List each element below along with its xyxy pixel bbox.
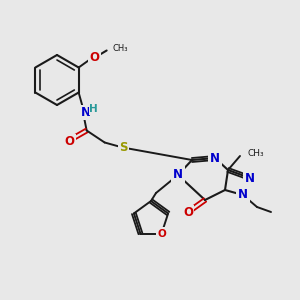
Text: N: N xyxy=(173,169,183,182)
Text: CH₃: CH₃ xyxy=(113,44,128,53)
Text: CH₃: CH₃ xyxy=(248,148,265,158)
Text: O: O xyxy=(65,135,75,148)
Text: O: O xyxy=(183,206,193,220)
Text: O: O xyxy=(157,229,166,238)
Text: S: S xyxy=(119,141,128,154)
Text: N: N xyxy=(245,172,255,184)
Text: N: N xyxy=(210,152,220,164)
Text: H: H xyxy=(89,104,98,115)
Text: N: N xyxy=(238,188,248,202)
Text: O: O xyxy=(90,51,100,64)
Text: N: N xyxy=(81,106,91,119)
